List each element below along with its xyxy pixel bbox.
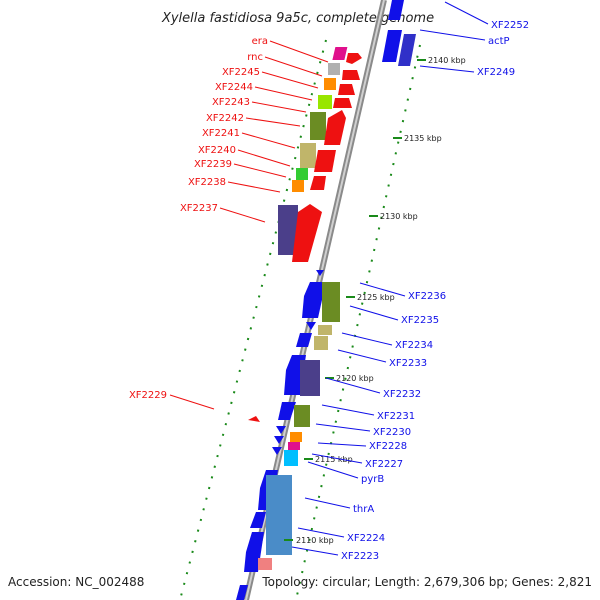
label-xf2245[interactable]: XF2245: [222, 67, 260, 78]
label-xf2229[interactable]: XF2229: [129, 390, 167, 401]
label-xf2241[interactable]: XF2241: [202, 128, 240, 139]
label-thra[interactable]: thrA: [353, 504, 374, 515]
label-xf2249[interactable]: XF2249: [477, 67, 515, 78]
label-xf2232[interactable]: XF2232: [383, 389, 421, 400]
label-xf2242[interactable]: XF2242: [206, 113, 244, 124]
label-xf2252[interactable]: XF2252: [491, 20, 529, 31]
map-title: Xylella fastidiosa 9a5c, complete genome: [161, 11, 434, 26]
reverse-strand-genes-upper: [278, 47, 362, 262]
forward-strand-genes-top: [382, 0, 416, 66]
label-xf2230[interactable]: XF2230: [373, 427, 411, 438]
genome-summary-text: Topology: circular; Length: 2,679,306 bp…: [261, 575, 592, 589]
label-xf2244[interactable]: XF2244: [215, 82, 253, 93]
label-xf2235[interactable]: XF2235: [401, 315, 439, 326]
label-pyrb[interactable]: pyrB: [361, 474, 384, 485]
label-era[interactable]: era: [252, 36, 268, 47]
forward-strand-genes-middle: [236, 270, 340, 600]
label-xf2228[interactable]: XF2228: [369, 441, 407, 452]
kbp-markers: 2140 kbp 2135 kbp 2130 kbp 2125 kbp 2120…: [284, 56, 466, 545]
label-xf2236[interactable]: XF2236: [408, 291, 446, 302]
label-xf2224[interactable]: XF2224: [347, 533, 385, 544]
right-gene-labels: [291, 1, 489, 556]
label-xf2237[interactable]: XF2237: [180, 203, 218, 214]
kbp-mark-2135: 2135 kbp: [404, 134, 442, 143]
label-xf2234[interactable]: XF2234: [395, 340, 433, 351]
kbp-mark-2130: 2130 kbp: [380, 212, 418, 221]
label-xf2240[interactable]: XF2240: [198, 145, 236, 156]
kbp-mark-2115: 2115 kbp: [315, 455, 353, 464]
gc-skew-track-outer: [179, 39, 327, 600]
label-xf2238[interactable]: XF2238: [188, 177, 226, 188]
label-rnc[interactable]: rnc: [247, 52, 263, 63]
label-xf2243[interactable]: XF2243: [212, 97, 250, 108]
kbp-mark-2110: 2110 kbp: [296, 536, 334, 545]
label-xf2239[interactable]: XF2239: [194, 159, 232, 170]
kbp-mark-2120: 2120 kbp: [336, 374, 374, 383]
kbp-mark-2125: 2125 kbp: [357, 293, 395, 302]
gene-xf2229: [248, 416, 260, 422]
label-xf2231[interactable]: XF2231: [377, 411, 415, 422]
kbp-mark-2140: 2140 kbp: [428, 56, 466, 65]
label-xf2223[interactable]: XF2223: [341, 551, 379, 562]
accession-text: Accession: NC_002488: [8, 575, 144, 589]
left-gene-labels: [169, 40, 329, 410]
gc-skew-track-inner: [295, 44, 421, 600]
label-xf2233[interactable]: XF2233: [389, 358, 427, 369]
label-xf2227[interactable]: XF2227: [365, 459, 403, 470]
label-actp[interactable]: actP: [488, 36, 510, 47]
